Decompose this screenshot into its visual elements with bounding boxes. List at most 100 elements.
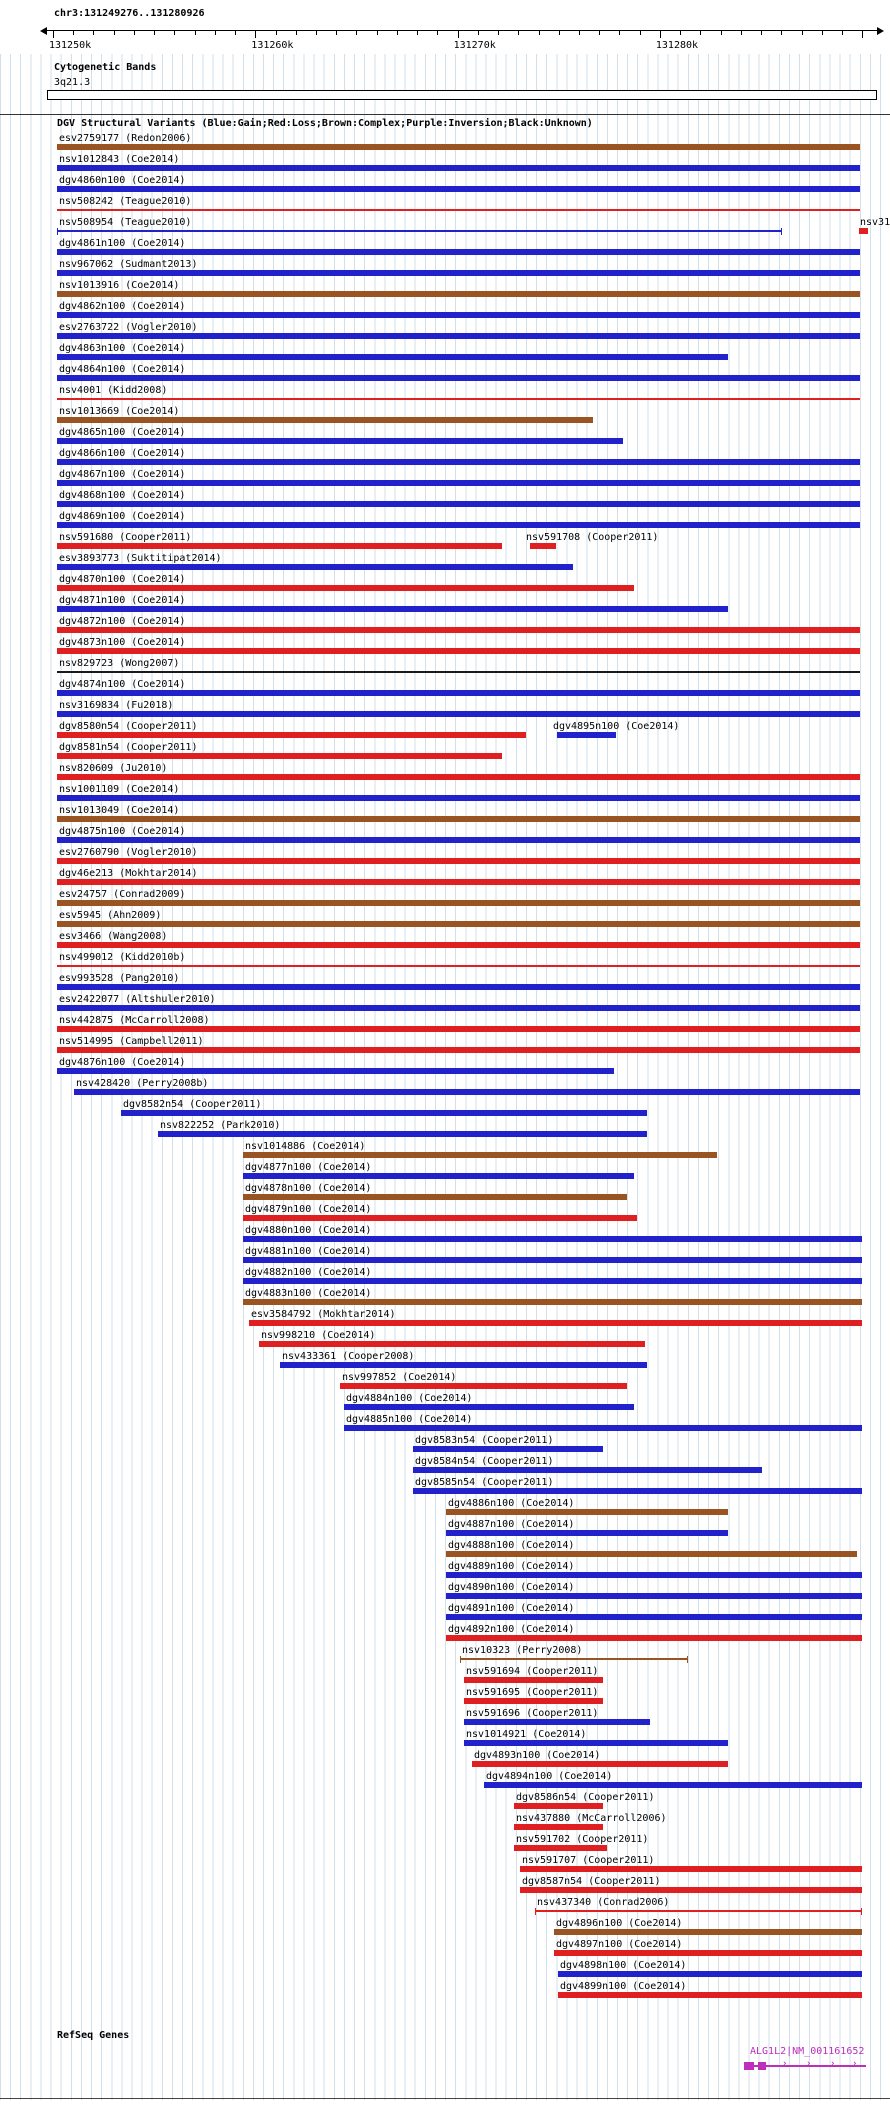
variant-bar[interactable] (557, 732, 616, 738)
variant-bar[interactable] (554, 1950, 862, 1956)
variant-bar[interactable] (259, 1341, 645, 1347)
variant-bar[interactable] (57, 354, 728, 360)
variant-bar[interactable] (243, 1257, 862, 1263)
variant-bar[interactable] (344, 1425, 862, 1431)
variant-bar[interactable] (57, 732, 526, 738)
variant-bar[interactable] (57, 543, 502, 549)
ruler-tick (578, 31, 580, 35)
variant-bar[interactable] (243, 1299, 862, 1305)
variant-bar[interactable] (446, 1614, 862, 1620)
variant-bar[interactable] (57, 375, 860, 381)
variant-bar[interactable] (57, 1047, 860, 1053)
variant-bar[interactable] (57, 398, 860, 400)
variant-bar[interactable] (520, 1887, 862, 1893)
variant-bar[interactable] (57, 606, 728, 612)
variant-bar[interactable] (464, 1677, 603, 1683)
variant-bar[interactable] (57, 816, 860, 822)
ruler-tick (659, 31, 661, 38)
variant-bar[interactable] (249, 1320, 862, 1326)
variant-bar[interactable] (446, 1530, 728, 1536)
variant-bar[interactable] (57, 144, 860, 150)
variant-bar[interactable] (514, 1803, 603, 1809)
variant-bar[interactable] (57, 228, 782, 235)
variant-bar[interactable] (57, 753, 502, 759)
ruler-tick (255, 31, 257, 38)
variant-bar[interactable] (446, 1635, 862, 1641)
variant-bar[interactable] (413, 1488, 862, 1494)
variant-bar[interactable] (121, 1110, 647, 1116)
dgv-track-title: DGV Structural Variants (Blue:Gain;Red:L… (57, 118, 593, 129)
variant-bar[interactable] (530, 543, 556, 549)
variant-bar[interactable] (280, 1362, 647, 1368)
variant-bar[interactable] (472, 1761, 728, 1767)
variant-bar[interactable] (243, 1278, 862, 1284)
variant-bar[interactable] (558, 1971, 862, 1977)
variant-bar[interactable] (57, 312, 860, 318)
variant-bar[interactable] (57, 501, 860, 507)
ruler-tick (194, 31, 196, 35)
variant-bar[interactable] (57, 291, 860, 297)
variant-bar[interactable] (340, 1383, 627, 1389)
variant-bar[interactable] (57, 1026, 860, 1032)
variant-bar[interactable] (57, 417, 593, 423)
variant-span-part (781, 228, 782, 235)
variant-bar[interactable] (446, 1551, 857, 1557)
variant-bar[interactable] (158, 1131, 647, 1137)
variant-bar[interactable] (57, 564, 573, 570)
variant-bar[interactable] (57, 690, 860, 696)
variant-bar[interactable] (57, 249, 860, 255)
variant-bar[interactable] (464, 1698, 603, 1704)
variant-bar[interactable] (57, 858, 860, 864)
variant-bar[interactable] (243, 1173, 634, 1179)
variant-label: dgv4881n100 (Coe2014) (245, 1246, 372, 1257)
variant-bar[interactable] (57, 209, 860, 211)
variant-bar[interactable] (413, 1446, 603, 1452)
variant-bar[interactable] (57, 795, 860, 801)
variant-bar[interactable] (57, 671, 860, 673)
variant-bar[interactable] (344, 1404, 634, 1410)
variant-bar[interactable] (57, 585, 634, 591)
variant-bar[interactable] (57, 711, 860, 717)
variant-bar[interactable] (57, 879, 860, 885)
variant-bar[interactable] (57, 837, 860, 843)
variant-bar[interactable] (514, 1845, 607, 1851)
variant-bar[interactable] (558, 1992, 862, 1998)
variant-bar[interactable] (484, 1782, 862, 1788)
variant-bar[interactable] (460, 1656, 688, 1663)
variant-bar[interactable] (446, 1572, 862, 1578)
variant-bar[interactable] (57, 1005, 860, 1011)
variant-bar[interactable] (57, 270, 860, 276)
variant-bar[interactable] (57, 480, 860, 486)
variant-bar[interactable] (57, 648, 860, 654)
variant-bar[interactable] (57, 942, 860, 948)
variant-bar[interactable] (554, 1929, 862, 1935)
variant-bar[interactable] (514, 1824, 603, 1830)
variant-bar[interactable] (243, 1215, 637, 1221)
variant-bar[interactable] (57, 1068, 614, 1074)
variant-bar[interactable] (57, 965, 860, 967)
variant-bar[interactable] (520, 1866, 862, 1872)
variant-bar[interactable] (413, 1467, 762, 1473)
variant-bar[interactable] (57, 186, 860, 192)
gene-glyph[interactable]: › › › › (744, 2059, 874, 2073)
variant-bar[interactable] (57, 459, 860, 465)
variant-bar[interactable] (859, 228, 868, 234)
variant-bar[interactable] (57, 522, 860, 528)
variant-bar[interactable] (74, 1089, 860, 1095)
variant-bar[interactable] (446, 1593, 862, 1599)
variant-bar[interactable] (57, 438, 623, 444)
variant-bar[interactable] (446, 1509, 728, 1515)
variant-bar[interactable] (57, 165, 860, 171)
variant-bar[interactable] (464, 1740, 728, 1746)
variant-bar[interactable] (535, 1908, 862, 1915)
variant-bar[interactable] (243, 1236, 862, 1242)
variant-bar[interactable] (57, 333, 860, 339)
variant-bar[interactable] (243, 1194, 627, 1200)
variant-bar[interactable] (57, 921, 860, 927)
variant-bar[interactable] (243, 1152, 717, 1158)
variant-bar[interactable] (57, 627, 860, 633)
variant-bar[interactable] (464, 1719, 650, 1725)
variant-bar[interactable] (57, 984, 860, 990)
variant-bar[interactable] (57, 774, 860, 780)
variant-bar[interactable] (57, 900, 860, 906)
